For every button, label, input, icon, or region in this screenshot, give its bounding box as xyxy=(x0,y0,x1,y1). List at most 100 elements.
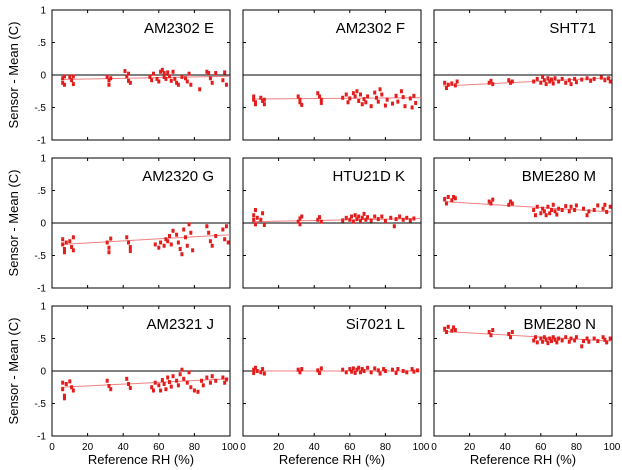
data-point xyxy=(175,232,179,237)
data-point xyxy=(167,74,171,79)
data-point xyxy=(298,216,302,221)
data-point xyxy=(189,82,193,87)
data-point xyxy=(252,213,256,218)
data-point xyxy=(369,218,373,223)
data-point xyxy=(125,235,129,240)
data-point xyxy=(394,370,398,375)
data-point xyxy=(405,215,409,220)
data-point xyxy=(61,80,65,85)
fit-line xyxy=(251,97,422,100)
data-point xyxy=(507,331,511,336)
x-axis-label: Reference RH (%) xyxy=(470,452,576,467)
data-point xyxy=(261,99,265,103)
data-point xyxy=(605,340,609,345)
data-point xyxy=(298,222,302,227)
data-point xyxy=(64,382,68,386)
data-point xyxy=(341,367,345,372)
data-point xyxy=(224,82,228,87)
data-point xyxy=(553,76,557,81)
data-point xyxy=(169,78,173,83)
data-point xyxy=(298,370,302,375)
x-tick-label: 20 xyxy=(464,442,476,453)
data-point xyxy=(601,335,605,340)
data-point xyxy=(535,204,539,209)
data-point xyxy=(389,215,393,220)
data-point xyxy=(551,202,555,207)
data-point xyxy=(166,239,170,244)
data-point xyxy=(394,217,398,222)
panel-title: Si7021 L xyxy=(346,316,405,333)
data-point xyxy=(187,71,191,76)
data-point xyxy=(70,385,74,390)
data-point xyxy=(507,202,511,207)
y-tick-label: 0 xyxy=(40,367,46,378)
data-point xyxy=(175,378,179,383)
data-point xyxy=(341,95,345,100)
fit-line xyxy=(251,217,422,223)
data-point xyxy=(350,369,354,374)
data-point xyxy=(574,80,578,85)
data-point xyxy=(223,380,227,385)
data-point xyxy=(261,367,265,372)
data-point xyxy=(549,208,553,212)
data-point xyxy=(608,204,612,209)
data-point xyxy=(452,195,456,199)
data-point xyxy=(61,380,65,385)
panel-title: BME280 N xyxy=(523,316,596,333)
data-point xyxy=(548,79,552,84)
data-point xyxy=(551,335,555,340)
y-axis-label: Sensor - Mean (C) xyxy=(6,22,21,129)
data-point xyxy=(185,79,189,84)
data-point xyxy=(453,328,457,333)
data-point xyxy=(176,82,180,87)
data-point xyxy=(592,76,596,81)
data-point xyxy=(316,368,320,373)
data-point xyxy=(541,74,545,79)
data-point xyxy=(567,339,571,344)
data-point xyxy=(353,370,357,375)
x-tick-label: 0 xyxy=(49,442,55,453)
data-point xyxy=(491,82,495,87)
data-point xyxy=(348,217,352,222)
data-point xyxy=(452,325,456,330)
panel-title: AM2320 G xyxy=(142,168,214,185)
data-point xyxy=(125,376,129,381)
data-point xyxy=(173,76,177,81)
data-point xyxy=(608,79,612,84)
data-point xyxy=(398,214,402,219)
data-point xyxy=(358,219,362,224)
data-point xyxy=(375,95,378,100)
data-point xyxy=(68,239,72,244)
data-point xyxy=(182,227,186,232)
data-point xyxy=(378,87,382,92)
data-point xyxy=(564,335,568,340)
data-point xyxy=(128,385,132,390)
data-point xyxy=(376,217,380,222)
data-point xyxy=(107,82,111,87)
data-point xyxy=(185,243,189,248)
data-point xyxy=(369,104,373,109)
data-point xyxy=(157,245,161,250)
data-point xyxy=(553,337,557,342)
data-point xyxy=(153,380,157,385)
data-point xyxy=(184,235,187,240)
data-point xyxy=(159,240,163,245)
data-point xyxy=(383,369,387,373)
data-point xyxy=(455,79,459,84)
data-point xyxy=(348,367,352,372)
data-point xyxy=(376,368,380,373)
data-point xyxy=(544,337,548,342)
y-tick-label: 1 xyxy=(40,154,46,165)
data-point xyxy=(344,92,348,97)
data-point xyxy=(176,383,180,388)
data-point xyxy=(378,371,382,376)
data-point xyxy=(533,213,537,218)
data-point xyxy=(162,382,166,386)
x-tick-label: 60 xyxy=(535,442,547,453)
data-point xyxy=(344,370,348,375)
data-point xyxy=(62,74,66,79)
data-point xyxy=(107,245,111,250)
data-point xyxy=(539,336,543,341)
data-point xyxy=(210,80,214,85)
data-point xyxy=(569,204,573,209)
